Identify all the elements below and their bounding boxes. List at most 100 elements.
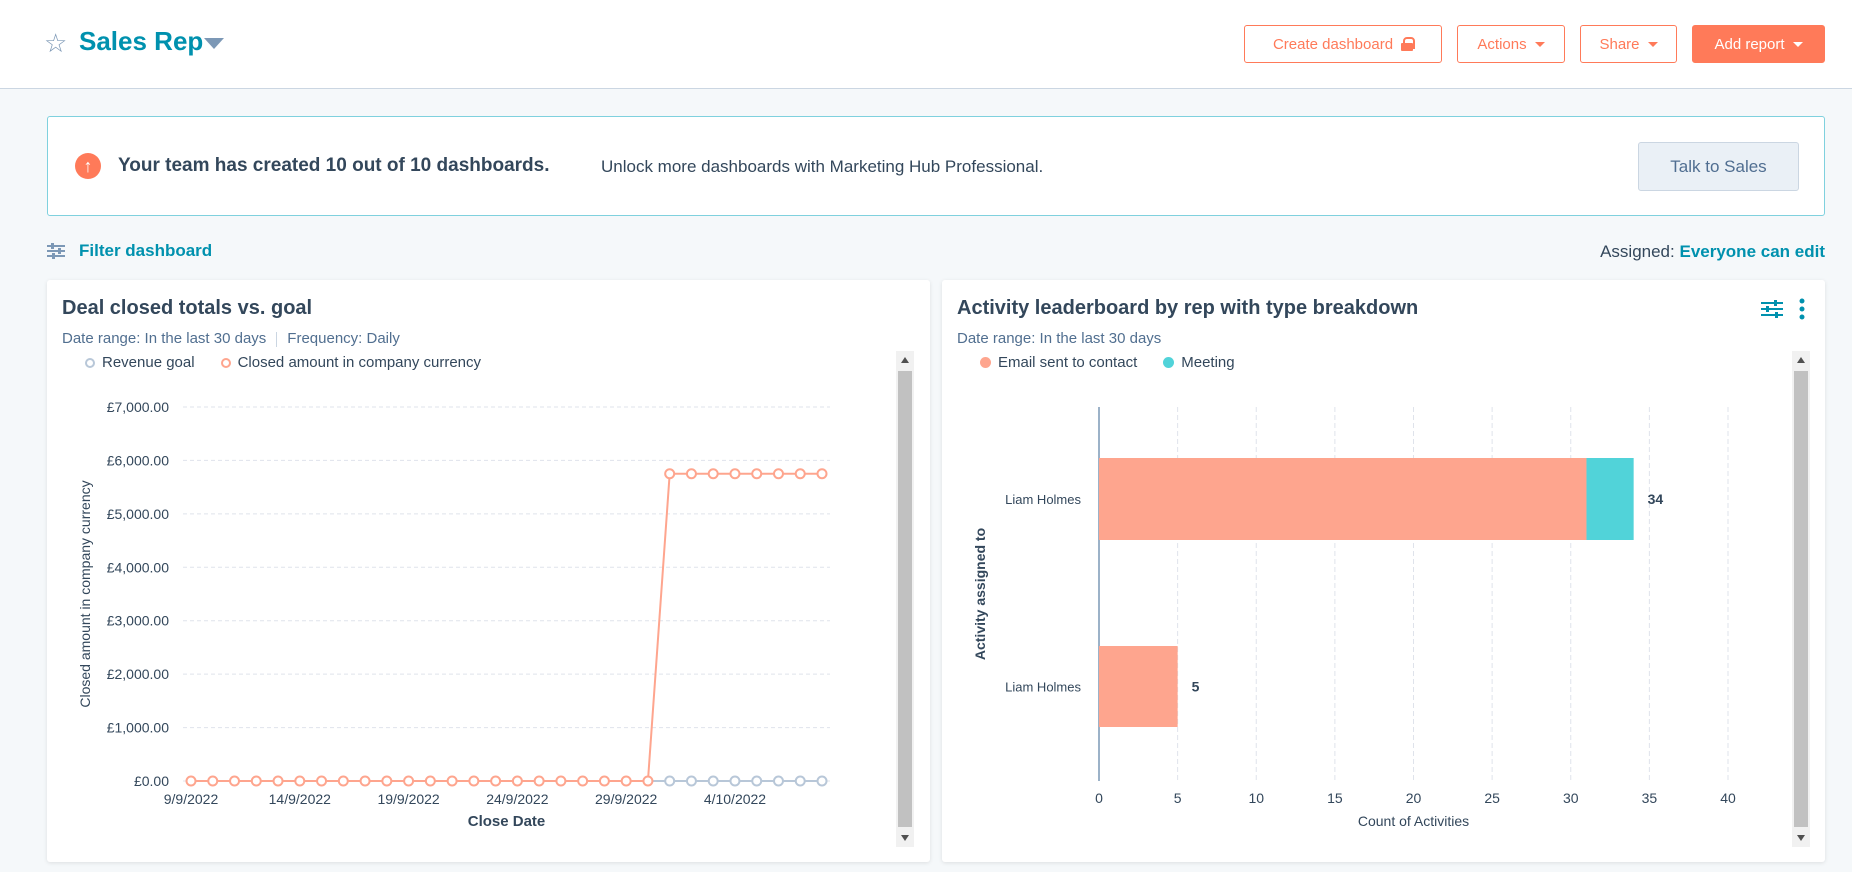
share-label: Share <box>1599 35 1640 53</box>
lock-icon <box>1401 37 1416 51</box>
legend-marker <box>220 357 231 368</box>
actions-button[interactable]: Actions <box>1457 25 1565 63</box>
data-point <box>533 775 545 787</box>
data-point <box>598 775 610 787</box>
legend-revenue-goal[interactable]: Revenue goal <box>85 354 195 371</box>
legend-marker <box>980 357 991 368</box>
assigned-info: Assigned: Everyone can edit <box>1600 242 1825 262</box>
x-tick-label: 24/9/2022 <box>486 791 548 807</box>
legend: Email sent to contact Meeting <box>980 354 1235 371</box>
data-point <box>685 468 697 480</box>
add-report-button[interactable]: Add report <box>1692 25 1825 63</box>
legend: Revenue goal Closed amount in company cu… <box>85 354 481 371</box>
create-dashboard-button[interactable]: Create dashboard <box>1244 25 1442 63</box>
caret-down-icon <box>1792 41 1803 47</box>
legend-meeting[interactable]: Meeting <box>1163 354 1235 371</box>
favorite-star-icon[interactable]: ☆ <box>44 28 68 58</box>
x-tick-label: 0 <box>1095 790 1103 806</box>
y-tick-label: £7,000.00 <box>107 399 169 415</box>
data-point <box>468 775 480 787</box>
data-point <box>250 775 262 787</box>
bar-total-label: 5 <box>1192 679 1200 695</box>
y-tick-label: £5,000.00 <box>107 506 169 522</box>
y-tick-label: £1,000.00 <box>107 720 169 736</box>
assigned-label: Assigned: <box>1600 242 1675 261</box>
date-range: Date range: In the last 30 days <box>62 330 267 347</box>
category-label: Liam Holmes <box>1005 492 1081 507</box>
actions-label: Actions <box>1477 35 1527 53</box>
y-tick-label: £6,000.00 <box>107 452 169 468</box>
data-point <box>490 775 502 787</box>
legend-marker <box>1163 357 1175 368</box>
bar-segment <box>1099 646 1178 727</box>
legend-email[interactable]: Email sent to contact <box>980 354 1137 371</box>
create-dashboard-label: Create dashboard <box>1272 35 1394 53</box>
data-point <box>751 775 763 787</box>
activity-leaderboard-card: Activity leaderboard by rep with type br… <box>942 280 1825 862</box>
banner-headline: Your team has created 10 out of 10 dashb… <box>118 155 550 176</box>
data-point <box>577 775 589 787</box>
scrollbar-thumb[interactable] <box>1794 371 1808 827</box>
legend-closed-amount[interactable]: Closed amount in company currency <box>220 354 482 371</box>
scrollbar[interactable] <box>1792 351 1810 847</box>
data-point <box>816 775 828 787</box>
x-tick-label: 19/9/2022 <box>377 791 439 807</box>
x-tick-label: 30 <box>1563 790 1579 806</box>
frequency: Frequency: Daily <box>287 330 400 347</box>
y-axis-title: Closed amount in company currency <box>77 480 93 707</box>
legend-label: Closed amount in company currency <box>237 354 482 371</box>
assigned-value-link[interactable]: Everyone can edit <box>1679 242 1825 261</box>
share-button[interactable]: Share <box>1580 25 1677 63</box>
data-point <box>316 775 328 787</box>
caret-down-icon <box>1647 41 1658 47</box>
filter-sliders-icon <box>47 243 65 259</box>
bar-total-label: 34 <box>1648 491 1664 507</box>
data-point <box>381 775 393 787</box>
dashboard-switcher-caret-icon[interactable] <box>204 38 224 49</box>
data-point <box>620 775 632 787</box>
data-point <box>185 775 197 787</box>
data-point <box>816 468 828 480</box>
filter-dashboard-link[interactable]: Filter dashboard <box>47 241 212 261</box>
x-axis-title: Count of Activities <box>1358 813 1469 829</box>
data-point <box>229 775 241 787</box>
card-meta: Date range: In the last 30 days <box>957 330 1161 347</box>
scrollbar[interactable] <box>896 351 914 847</box>
data-point <box>729 775 741 787</box>
more-options-icon[interactable] <box>1799 298 1805 320</box>
data-point <box>272 775 284 787</box>
data-point <box>403 775 415 787</box>
data-point <box>685 775 697 787</box>
data-point <box>337 775 349 787</box>
data-point <box>446 775 458 787</box>
report-filter-icon[interactable] <box>1761 300 1783 318</box>
card-title[interactable]: Activity leaderboard by rep with type br… <box>957 297 1419 319</box>
data-point <box>707 775 719 787</box>
x-tick-label: 9/9/2022 <box>164 791 219 807</box>
x-tick-label: 40 <box>1720 790 1736 806</box>
x-tick-label: 29/9/2022 <box>595 791 657 807</box>
data-point <box>751 468 763 480</box>
scrollbar-thumb[interactable] <box>898 371 912 827</box>
y-tick-label: £2,000.00 <box>107 666 169 682</box>
talk-to-sales-button[interactable]: Talk to Sales <box>1638 142 1799 191</box>
series-line-1 <box>191 472 822 782</box>
data-point <box>294 775 306 787</box>
caret-down-icon <box>1534 41 1545 47</box>
date-range: Date range: In the last 30 days <box>957 330 1162 347</box>
data-point <box>642 775 654 787</box>
legend-label: Revenue goal <box>102 354 195 371</box>
header: ☆ Sales Rep Create dashboard Actions Sha… <box>0 0 1852 89</box>
dashboard-title[interactable]: Sales Rep <box>79 26 204 56</box>
x-tick-label: 5 <box>1174 790 1182 806</box>
legend-label: Meeting <box>1181 354 1235 371</box>
deal-closed-card: Deal closed totals vs. goal Date range: … <box>47 280 930 862</box>
x-tick-label: 15 <box>1327 790 1343 806</box>
bar-chart: 0 5 10 15 20 25 30 35 40 34 Liam Holmes 5 Liam Holme… <box>972 407 1736 829</box>
add-report-label: Add report <box>1714 35 1785 53</box>
card-title[interactable]: Deal closed totals vs. goal <box>62 297 313 319</box>
legend-label: Email sent to contact <box>998 354 1138 371</box>
x-tick-label: 10 <box>1248 790 1264 806</box>
data-point <box>729 468 741 480</box>
x-tick-label: 35 <box>1642 790 1658 806</box>
